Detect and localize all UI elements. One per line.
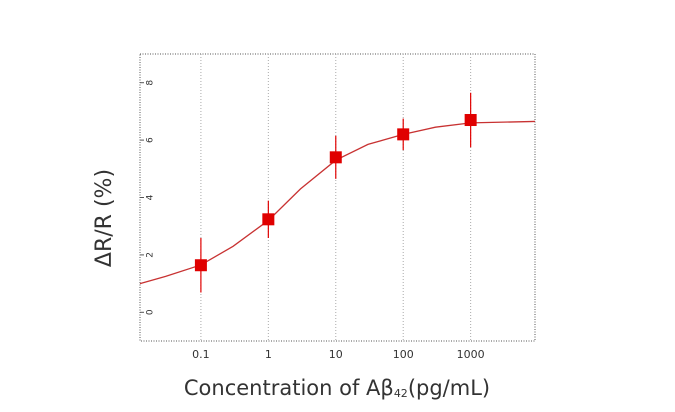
point xyxy=(329,151,342,164)
x-label-text: Concentration of Aβ xyxy=(184,376,394,400)
y-tick-label: 0 xyxy=(146,309,156,315)
y-tick-label: 4 xyxy=(146,194,156,200)
x-label-subscript: 42 xyxy=(394,387,408,400)
x-tick-label: 1 xyxy=(265,348,272,361)
y-tick-label: 6 xyxy=(146,137,156,143)
point xyxy=(262,213,275,226)
point xyxy=(397,128,410,141)
x-tick-label: 1000 xyxy=(457,348,485,361)
y-axis-label: ΔR/R (%) xyxy=(92,169,117,267)
x-tick-label: 100 xyxy=(393,348,414,361)
y-tick-label: 8 xyxy=(146,80,156,86)
x-label-unit: (pg/mL) xyxy=(408,376,490,400)
x-tick-label: 0.1 xyxy=(192,348,210,361)
plot-frame xyxy=(139,53,536,342)
point xyxy=(194,259,207,272)
x-axis-label: Concentration of Aβ42(pg/mL) xyxy=(184,376,490,400)
x-tick-label: 10 xyxy=(329,348,343,361)
point xyxy=(464,114,477,127)
y-tick-label: 2 xyxy=(146,252,156,258)
